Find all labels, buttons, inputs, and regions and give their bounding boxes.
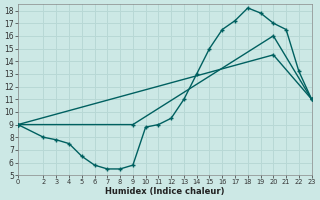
X-axis label: Humidex (Indice chaleur): Humidex (Indice chaleur): [105, 187, 225, 196]
